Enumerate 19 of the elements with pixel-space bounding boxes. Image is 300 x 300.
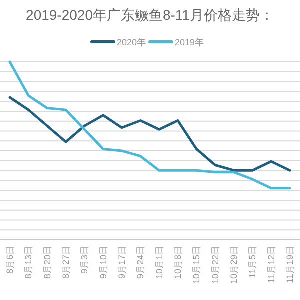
x-tick-label: 11月19日 [285, 246, 295, 284]
x-tick-label: 8月27日 [61, 246, 71, 280]
legend-label: 2020年 [117, 38, 146, 48]
x-tick-label: 10月1日 [154, 246, 164, 280]
x-tick-label: 9月24日 [136, 246, 146, 280]
x-tick-label: 10月15日 [192, 246, 202, 284]
chart-title: 2019-2020年广东鳜鱼8-11月价格走势： [26, 7, 274, 23]
x-tick-label: 10月8日 [173, 246, 183, 280]
x-tick-label: 10月22日 [210, 246, 220, 284]
legend-label: 2019年 [175, 38, 204, 48]
x-tick-label: 9月10日 [98, 246, 108, 280]
x-tick-label: 9月3日 [80, 246, 90, 274]
x-tick-label: 8月6日 [5, 246, 15, 274]
x-tick-label: 8月13日 [24, 246, 34, 280]
x-tick-label: 9月17日 [117, 246, 127, 280]
x-tick-label: 10月29日 [229, 246, 239, 284]
x-tick-label: 11月12日 [266, 246, 276, 284]
x-tick-label: 11月5日 [248, 246, 258, 278]
x-tick-label: 8月20日 [42, 246, 52, 280]
